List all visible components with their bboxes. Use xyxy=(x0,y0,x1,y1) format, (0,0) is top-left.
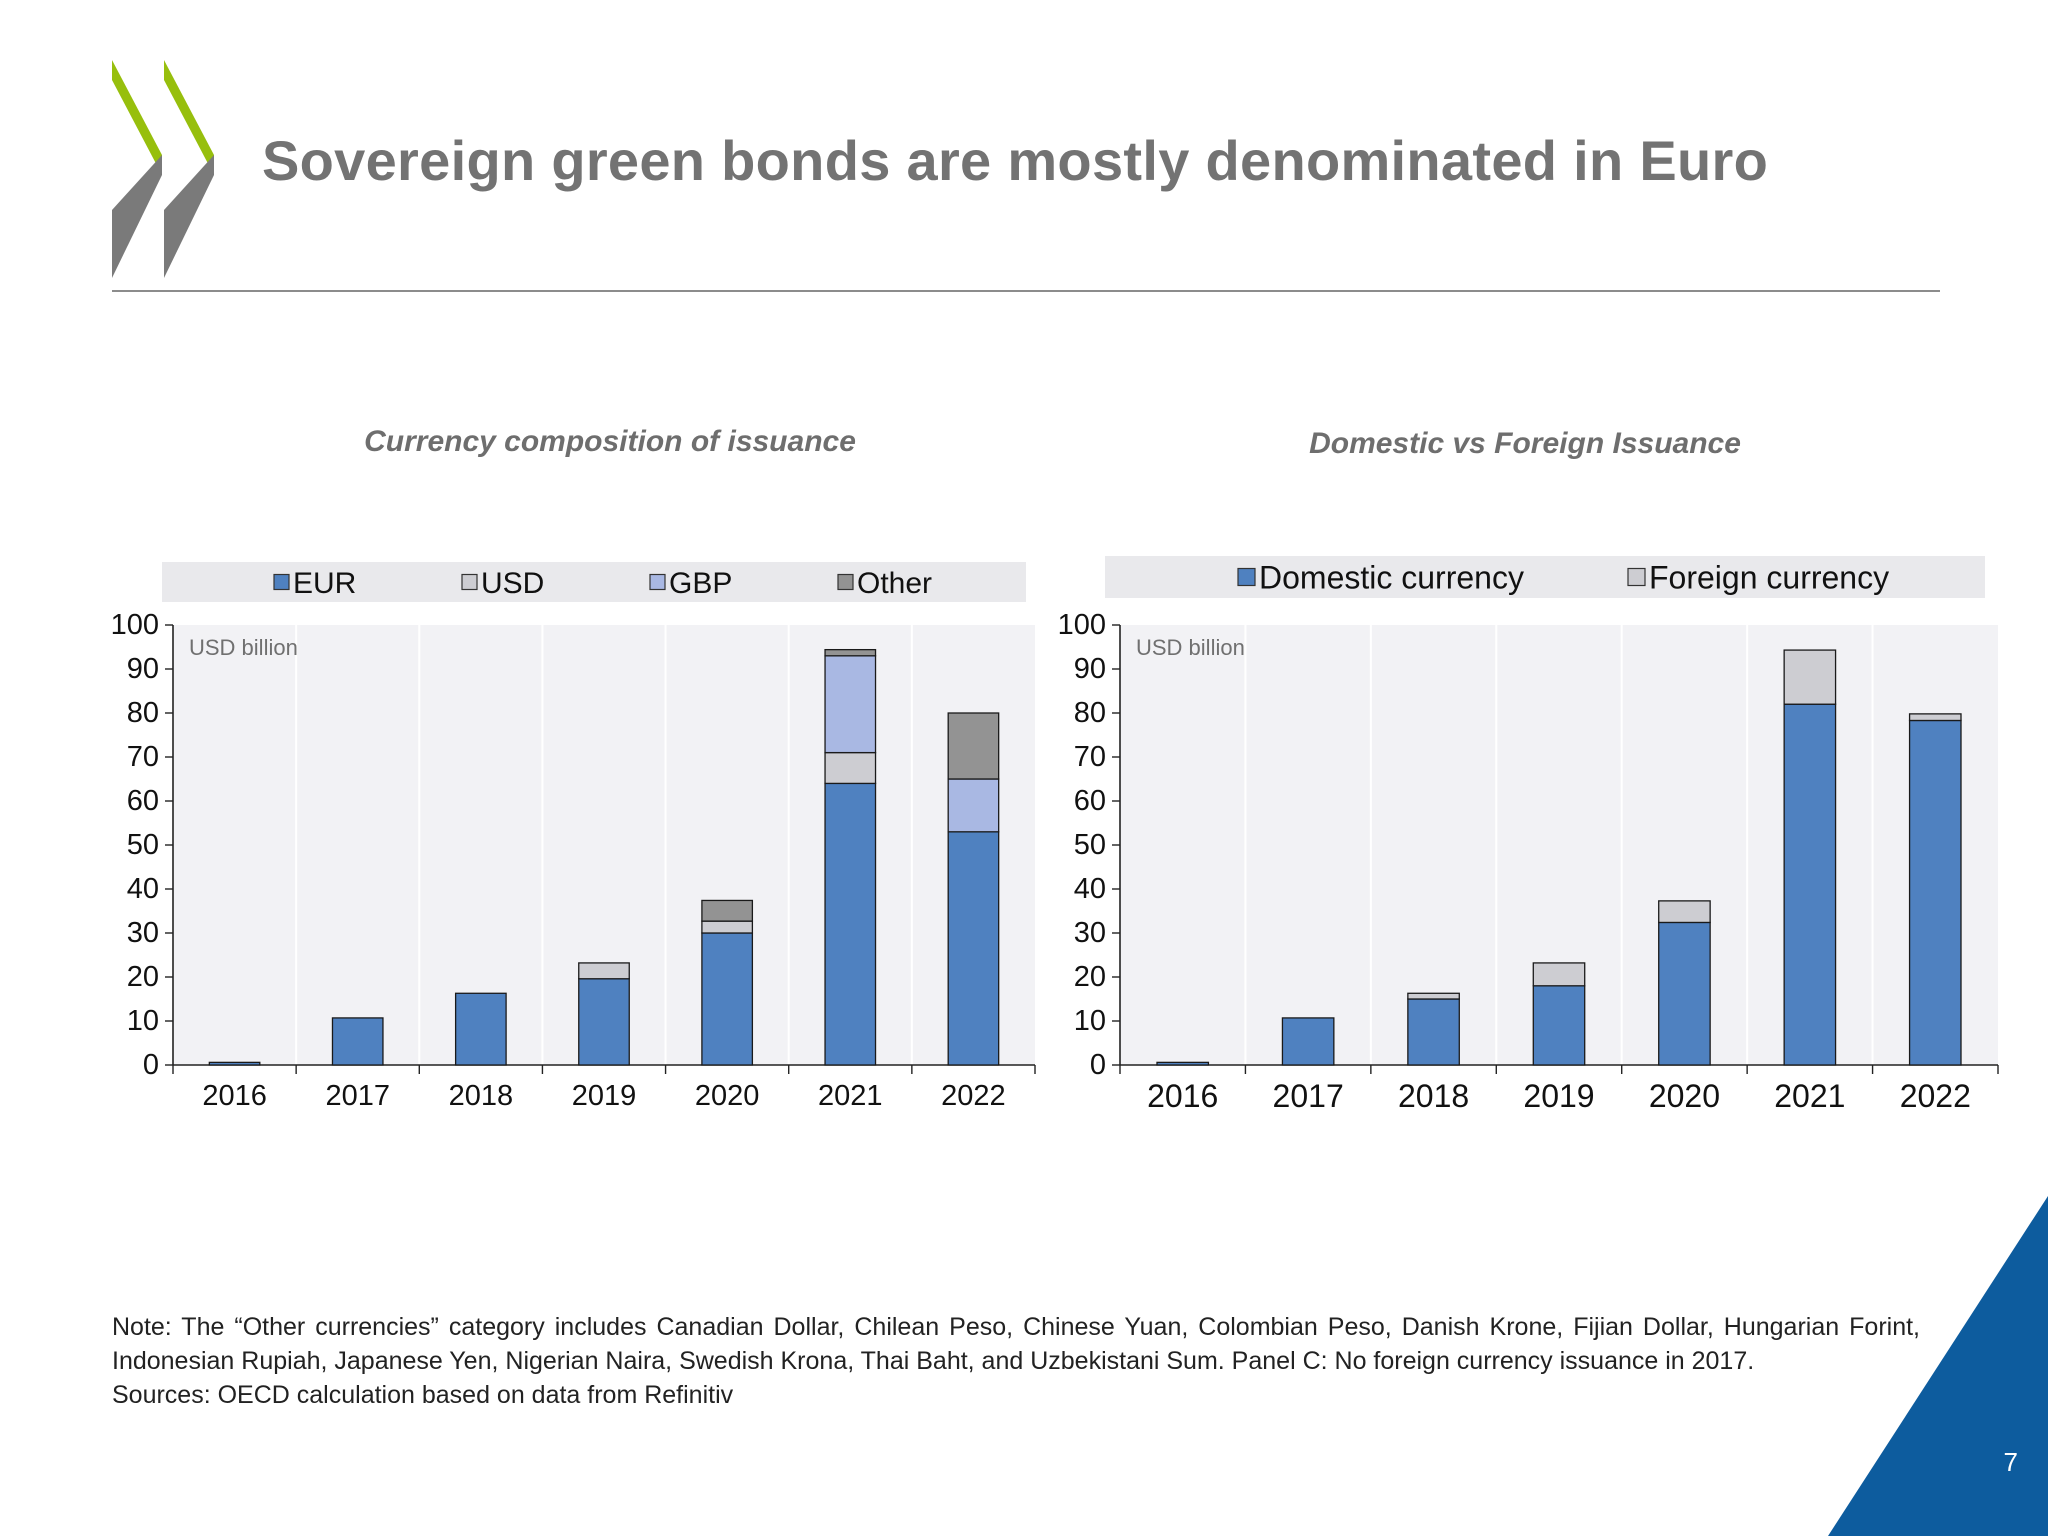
bar-0-2 xyxy=(1407,998,1460,1066)
bar-2-5 xyxy=(824,655,877,754)
bar-1-3 xyxy=(1532,962,1586,987)
y-tick-label-10: 100 xyxy=(1058,609,1106,641)
y-tick-label-4: 40 xyxy=(1074,873,1106,905)
legend-swatch-1 xyxy=(1627,567,1646,587)
bar-0-0 xyxy=(1156,1061,1210,1066)
x-tick-label-1: 2017 xyxy=(325,1080,390,1112)
bar-0-6 xyxy=(947,831,1000,1066)
x-tick-label-2: 2018 xyxy=(1398,1078,1469,1114)
y-tick-label-2: 20 xyxy=(127,961,159,993)
y-tick-label-6: 60 xyxy=(1074,785,1106,817)
bar-1-3 xyxy=(578,962,630,980)
y-tick-label-4: 40 xyxy=(127,873,159,905)
title-divider xyxy=(112,290,1940,292)
footnote-sources: Sources: OECD calculation based on data … xyxy=(112,1381,734,1409)
bar-1-5 xyxy=(1783,649,1837,705)
legend-label-0: Domestic currency xyxy=(1259,560,1524,596)
x-tick-label-3: 2019 xyxy=(1523,1078,1594,1114)
bar-3-5 xyxy=(824,648,877,657)
chart-domestic-vs-foreign: Domestic currency Foreign currency USD bil… xyxy=(1058,556,1999,1114)
x-tick-label-3: 2019 xyxy=(572,1080,637,1112)
y-tick-label-7: 70 xyxy=(1074,741,1106,773)
legend-label-2: GBP xyxy=(669,567,732,600)
y-tick-label-6: 60 xyxy=(127,785,159,817)
x-tick-label-0: 2016 xyxy=(1147,1078,1218,1114)
bar-1-2 xyxy=(1407,992,1460,1000)
y-tick-label-0: 0 xyxy=(143,1049,159,1081)
bar-2-6 xyxy=(947,778,1000,833)
corner-blue-triangle xyxy=(1828,1196,2048,1536)
legend-background xyxy=(162,562,1026,602)
footnote-note: Note: The “Other currencies” category in… xyxy=(112,1313,1920,1375)
legend-swatch-2 xyxy=(649,573,666,591)
x-tick-label-5: 2021 xyxy=(818,1080,883,1112)
bar-1-6 xyxy=(1908,713,1962,722)
legend-swatch-0 xyxy=(273,573,290,591)
y-tick-label-3: 30 xyxy=(127,917,159,949)
bar-0-6 xyxy=(1908,719,1962,1066)
chart-currency-composition: EUR USD GBP Other USD billion 0 10 20 30 40 50 60 70… xyxy=(111,562,1036,1112)
bar-0-5 xyxy=(824,782,877,1066)
y-tick-label-9: 90 xyxy=(1074,653,1106,685)
chart-right-title: Domestic vs Foreign Issuance xyxy=(1309,427,1741,460)
y-tick-label-0: 0 xyxy=(1090,1049,1106,1081)
y-tick-label-3: 30 xyxy=(1074,917,1106,949)
x-tick-label-4: 2020 xyxy=(695,1080,760,1112)
bar-0-5 xyxy=(1783,703,1837,1066)
legend-label-3: Other xyxy=(857,567,932,600)
legend-swatch-3 xyxy=(837,573,854,591)
bar-0-1 xyxy=(1281,1017,1335,1066)
x-tick-label-6: 2022 xyxy=(1900,1078,1971,1114)
bar-0-4 xyxy=(1658,921,1711,1066)
y-tick-label-9: 90 xyxy=(127,653,159,685)
bar-1-5 xyxy=(824,751,877,785)
legend-label-0: EUR xyxy=(293,567,356,600)
bar-0-1 xyxy=(331,1017,384,1066)
footnote: Note: The “Other currencies” category in… xyxy=(112,1310,1920,1412)
unit-label: USD billion xyxy=(189,635,298,660)
legend-swatch-0 xyxy=(1237,567,1256,587)
x-tick-label-5: 2021 xyxy=(1774,1078,1845,1114)
oecd-logo-chevrons xyxy=(112,60,214,278)
x-tick-label-0: 2016 xyxy=(202,1080,267,1112)
x-tick-label-6: 2022 xyxy=(941,1080,1006,1112)
y-tick-label-5: 50 xyxy=(1074,829,1106,861)
y-tick-label-5: 50 xyxy=(127,829,159,861)
y-tick-label-8: 80 xyxy=(1074,697,1106,729)
bar-0-3 xyxy=(578,978,630,1066)
y-tick-label-2: 20 xyxy=(1074,961,1106,993)
logo-gray-chevron-right xyxy=(164,155,214,278)
bar-0-2 xyxy=(454,992,507,1066)
logo-gray-chevron-left xyxy=(112,155,162,278)
logo-green-chevron-left xyxy=(112,60,162,175)
bar-3-4 xyxy=(701,899,754,922)
x-tick-label-1: 2017 xyxy=(1273,1078,1344,1114)
chart-left-title: Currency composition of issuance xyxy=(364,425,856,458)
y-tick-label-10: 100 xyxy=(111,609,159,641)
bar-0-4 xyxy=(701,932,754,1066)
slide-title: Sovereign green bonds are mostly denomin… xyxy=(262,129,1769,192)
bar-3-6 xyxy=(947,712,1000,780)
bar-0-0 xyxy=(208,1061,261,1066)
legend-label-1: USD xyxy=(481,567,544,600)
x-tick-label-4: 2020 xyxy=(1649,1078,1720,1114)
y-tick-label-8: 80 xyxy=(127,697,159,729)
bar-0-3 xyxy=(1532,985,1586,1066)
logo-green-chevron-right xyxy=(164,60,214,175)
y-tick-label-7: 70 xyxy=(127,741,159,773)
y-tick-label-1: 10 xyxy=(127,1005,159,1037)
corner-decoration xyxy=(1828,1196,2048,1536)
page-number: 7 xyxy=(2003,1447,2018,1477)
unit-label: USD billion xyxy=(1136,635,1245,660)
legend-swatch-1 xyxy=(461,573,478,591)
bar-1-4 xyxy=(1658,900,1711,924)
x-tick-label-2: 2018 xyxy=(449,1080,514,1112)
y-tick-label-1: 10 xyxy=(1074,1005,1106,1037)
legend-label-1: Foreign currency xyxy=(1649,560,1889,596)
